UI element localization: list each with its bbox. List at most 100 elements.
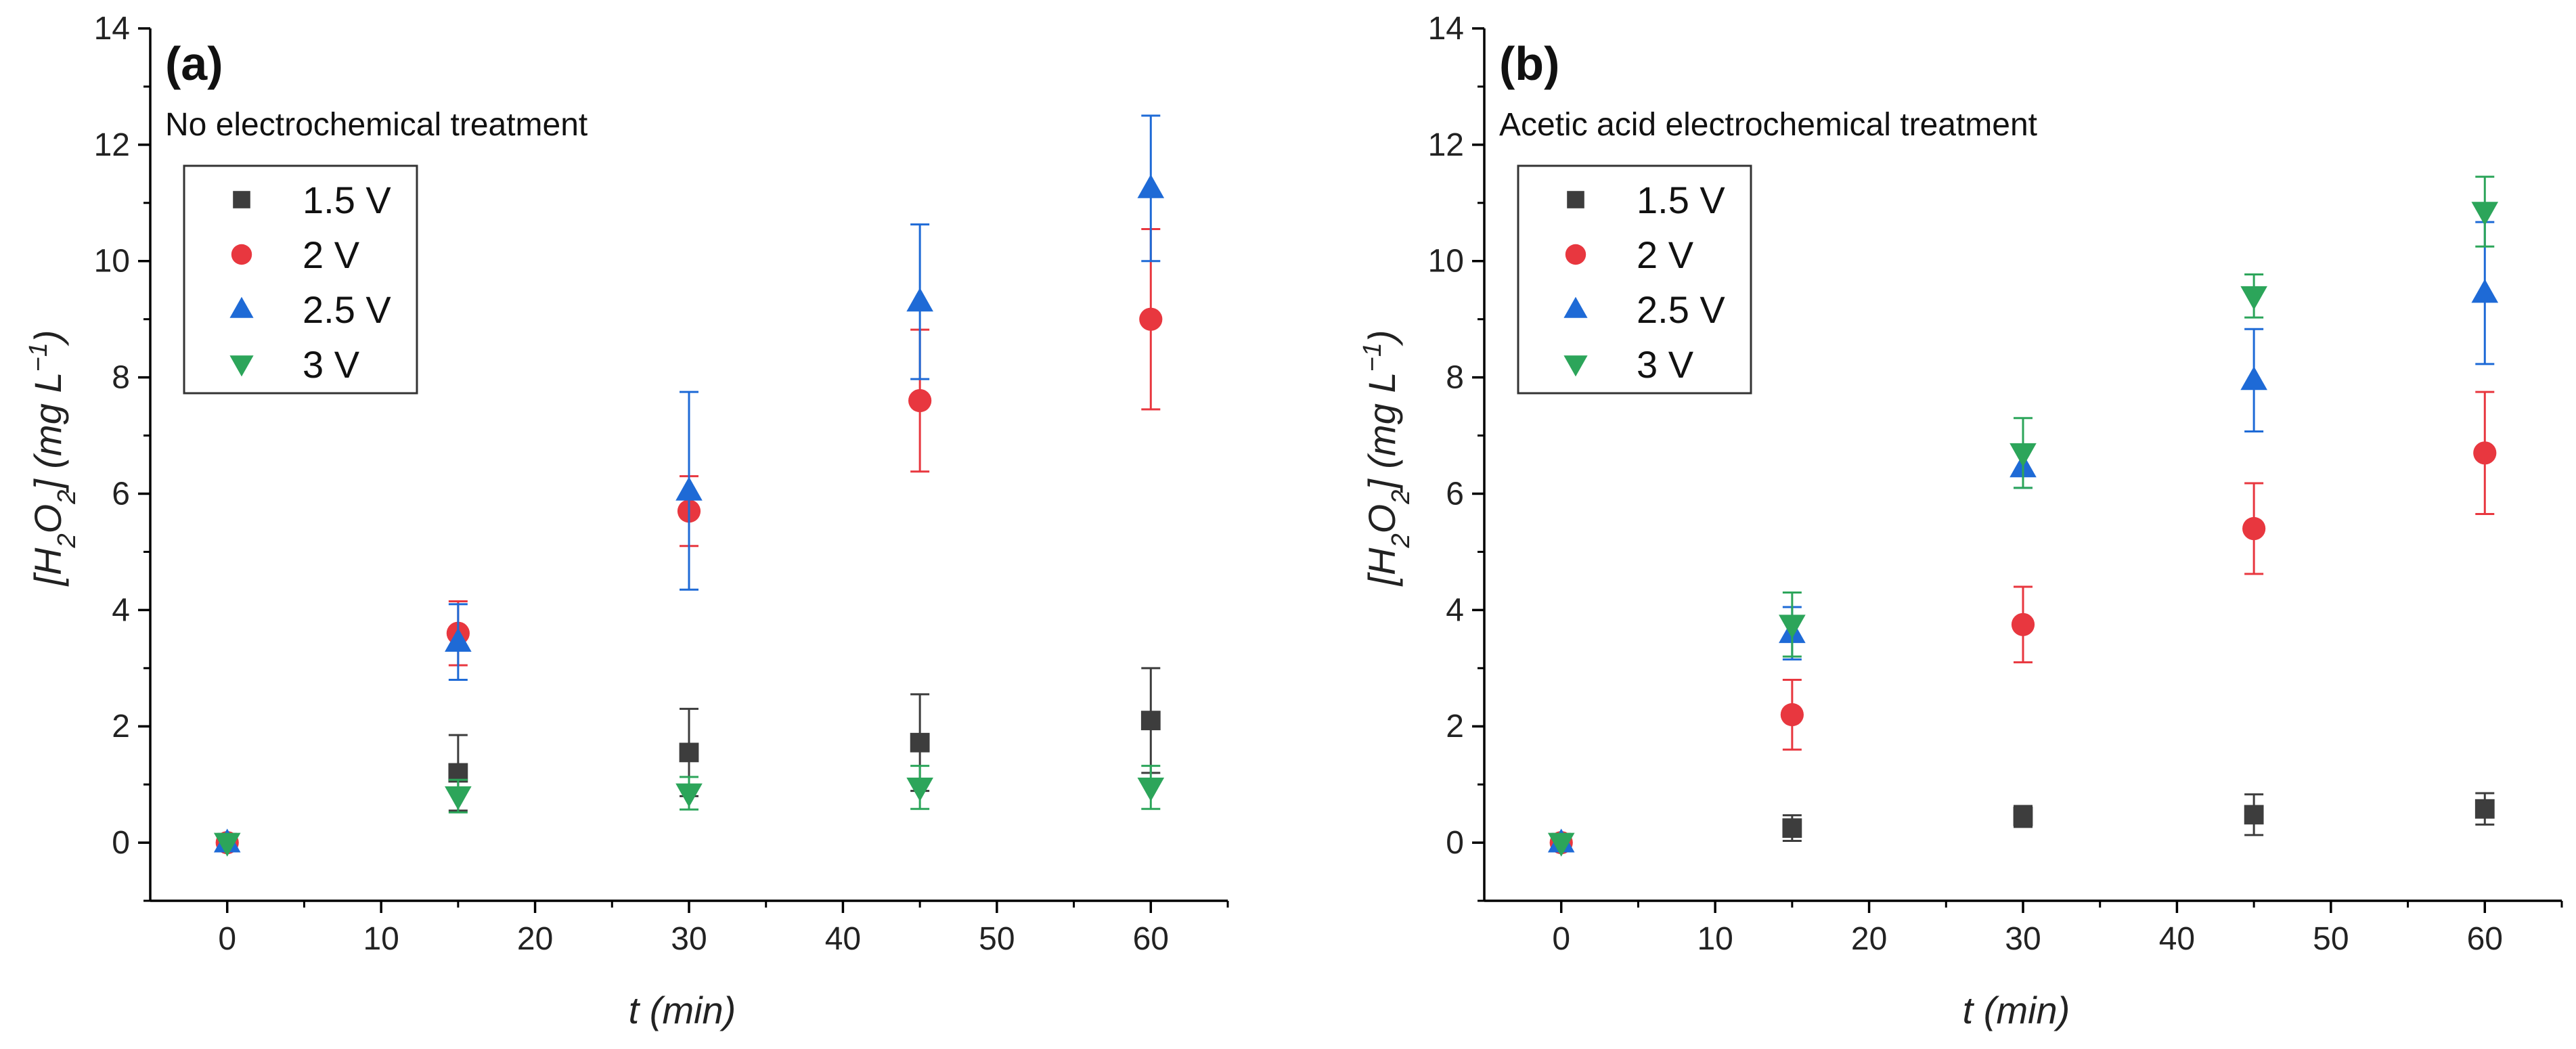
x-tick-label: 10	[363, 921, 399, 957]
legend-marker	[229, 296, 254, 318]
legend-label: 3 V	[303, 343, 360, 386]
y-tick-label: 0	[112, 825, 130, 861]
y-tick-label: 2	[1446, 709, 1464, 744]
legend-label: 2.5 V	[1637, 288, 1725, 331]
y-tick-label: 10	[1428, 244, 1464, 280]
series-3-v	[213, 765, 1165, 857]
legend-marker	[1563, 296, 1588, 318]
data-point	[1137, 174, 1165, 198]
data-point	[445, 627, 472, 652]
legend-marker	[233, 191, 250, 208]
data-point	[2471, 279, 2499, 303]
data-point	[2474, 799, 2495, 819]
x-tick-label: 60	[2467, 921, 2503, 957]
chart-panel-a: 0 2 4 6 8 10 12 14 0 10 20 30 40 50 60 t (min) [H2O2] (m…	[24, 11, 1229, 1031]
x-tick-label: 0	[1552, 921, 1570, 957]
y-tick-label: 6	[112, 476, 130, 512]
data-point	[2244, 805, 2264, 825]
y-axis-title-subscript: 2	[53, 533, 81, 548]
data-point	[2013, 806, 2033, 826]
legend-label: 1.5 V	[303, 179, 391, 221]
x-tick-label: 30	[671, 921, 707, 957]
data-point	[1140, 711, 1161, 731]
y-axis-title: [H2O2] (mg L−1)	[24, 330, 81, 587]
y-axis-title-subscript: 2	[53, 490, 81, 505]
data-point	[1782, 818, 1802, 838]
y-tick-label: 12	[1428, 127, 1464, 163]
y-axis-title-superscript: −1	[24, 342, 53, 372]
data-point	[2240, 366, 2267, 390]
x-axis-title: t (min)	[629, 989, 736, 1031]
panel-label: (a)	[165, 37, 223, 90]
x-tick-label: 30	[2005, 921, 2041, 957]
y-tick-label: 14	[94, 11, 130, 47]
y-axis-title-part: ] (mg L	[26, 372, 69, 493]
legend: 1.5 V 2 V 2.5 V 3 V	[183, 164, 418, 395]
y-tick-label: 4	[112, 592, 130, 628]
panel-label: (b)	[1499, 37, 1559, 90]
legend-marker	[231, 244, 252, 265]
y-axis-title-subscript: 2	[1387, 490, 1415, 505]
series-3-v	[1547, 175, 2499, 857]
legend-label: 2.5 V	[303, 288, 391, 331]
x-tick-label: 0	[218, 921, 236, 957]
x-tick-label: 60	[1133, 921, 1169, 957]
data-point	[1547, 832, 1575, 857]
legend-box	[1517, 164, 1752, 395]
data-point	[910, 732, 930, 753]
series-1-5-v	[217, 667, 1161, 853]
y-axis-title: [H2O2] (mg L−1)	[1358, 330, 1415, 587]
data-point	[906, 288, 933, 312]
x-tick-label: 10	[1697, 921, 1733, 957]
data-point	[2240, 286, 2267, 310]
data-point	[213, 832, 241, 857]
x-tick-label: 40	[2159, 921, 2195, 957]
data-point	[2009, 443, 2037, 468]
data-point	[679, 742, 699, 763]
legend-label: 3 V	[1637, 343, 1694, 386]
x-tick-label: 20	[1851, 921, 1887, 957]
legend-label: 2 V	[1637, 233, 1694, 276]
y-tick-label: 14	[1428, 11, 1464, 47]
x-tick-label: 50	[979, 921, 1015, 957]
y-tick-label: 0	[1446, 825, 1464, 861]
legend: 1.5 V 2 V 2.5 V 3 V	[1517, 164, 1752, 395]
series-2-5-v	[213, 114, 1165, 853]
y-tick-label: 6	[1446, 476, 1464, 512]
y-axis-title-part: ] (mg L	[1360, 372, 1403, 493]
legend-marker	[229, 355, 254, 377]
y-axis-title-superscript: −1	[1358, 342, 1387, 372]
data-point	[2471, 202, 2499, 226]
data-point	[2473, 441, 2497, 465]
panel-subtitle: No electrochemical treatment	[165, 107, 587, 143]
data-point	[906, 778, 933, 802]
series-1-5-v	[1551, 792, 2495, 853]
data-point	[908, 388, 932, 413]
y-axis-title-subscript: 2	[1387, 533, 1415, 548]
legend-label: 2 V	[303, 233, 360, 276]
data-point	[2011, 612, 2035, 636]
legend-marker	[1567, 191, 1584, 208]
y-tick-label: 12	[94, 127, 130, 163]
y-tick-label: 8	[1446, 360, 1464, 396]
data-point	[445, 786, 472, 811]
legend-marker	[1565, 244, 1586, 265]
x-tick-label: 40	[825, 921, 861, 957]
x-axis-title: t (min)	[1963, 989, 2070, 1031]
legend-label: 1.5 V	[1637, 179, 1725, 221]
y-tick-label: 2	[112, 709, 130, 744]
x-tick-label: 50	[2313, 921, 2349, 957]
y-axis-title-part: O	[1360, 504, 1403, 534]
panel-subtitle: Acetic acid electrochemical treatment	[1499, 107, 2037, 143]
y-tick-label: 8	[112, 360, 130, 396]
x-tick-label: 20	[517, 921, 553, 957]
data-point	[2242, 516, 2266, 541]
data-point	[1780, 702, 1804, 727]
data-point	[1779, 615, 1806, 639]
legend-marker	[1563, 355, 1588, 377]
data-point	[1137, 778, 1165, 802]
data-point	[675, 783, 703, 807]
y-tick-label: 10	[94, 244, 130, 280]
